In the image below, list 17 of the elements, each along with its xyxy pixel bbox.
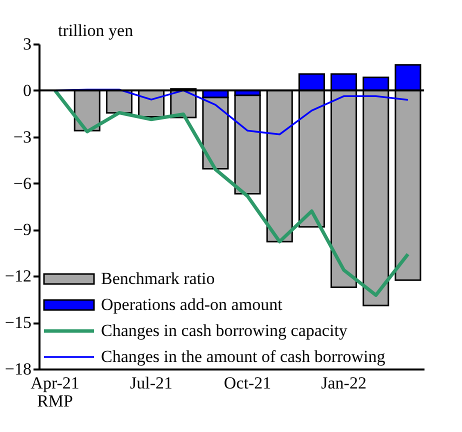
x-tick-label: Apr-21 RMP	[30, 374, 80, 410]
y-tick-label: −3	[13, 127, 32, 146]
legend-label: Changes in cash borrowing capacity	[101, 321, 348, 340]
y-tick-label: −9	[13, 220, 32, 240]
legend-label: Changes in the amount of cash borrowing	[101, 347, 386, 366]
legend-label: Benchmark ratio	[101, 269, 215, 288]
legend-label: Operations add-on amount	[101, 295, 283, 314]
x-tick-label: Jan-22	[321, 374, 366, 392]
x-tick-label: Jul-21	[130, 374, 173, 392]
y-tick-label: −18	[4, 360, 32, 378]
y-tick-label: −12	[4, 266, 32, 286]
y-tick-label: −15	[4, 313, 32, 332]
y-tick-label: −6	[13, 174, 32, 193]
y-tick-label: 3	[23, 34, 32, 54]
y-axis-title: trillion yen	[58, 21, 134, 40]
x-tick-label: Oct-21	[224, 374, 272, 392]
y-tick-label: 0	[23, 80, 32, 100]
